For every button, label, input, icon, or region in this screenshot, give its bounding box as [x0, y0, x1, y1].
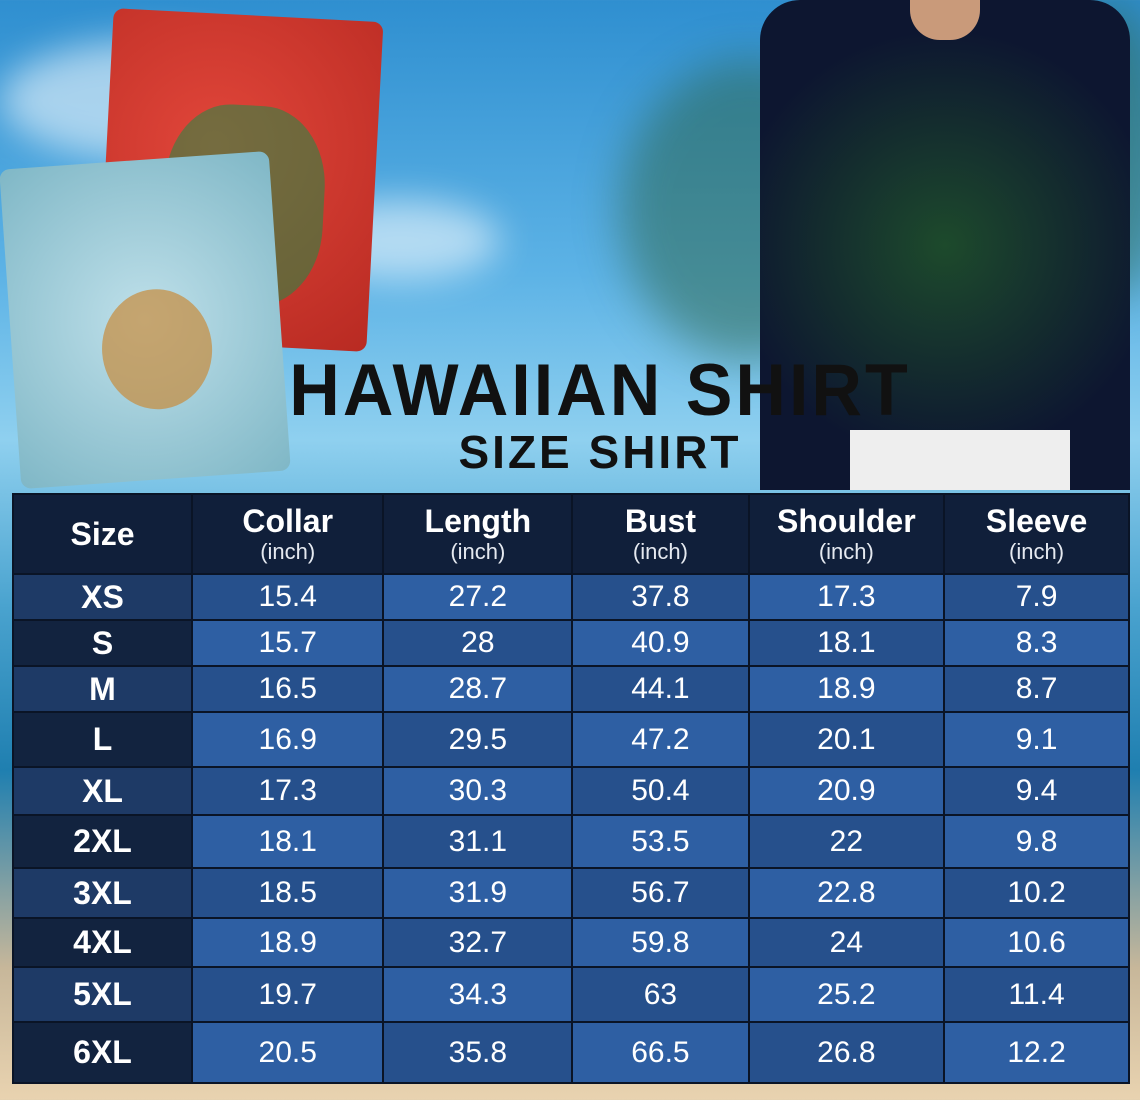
table-row: XL 17.3 30.3 50.4 20.9 9.4 — [11, 766, 1130, 816]
measurement-cell: 11.4 — [943, 966, 1130, 1023]
table-row: XS 15.4 27.2 37.8 17.3 7.9 — [11, 573, 1130, 621]
column-header-shoulder: Shoulder (inch) — [747, 493, 946, 575]
measurement-cell: 20.1 — [747, 711, 946, 768]
measurement-cell: 20.9 — [747, 766, 946, 816]
table-row: 6XL 20.5 35.8 66.5 26.8 12.2 — [11, 1021, 1130, 1084]
measurement-cell: 22 — [747, 814, 946, 869]
column-header-unit: (inch) — [632, 539, 688, 564]
column-header-label: Size — [70, 516, 135, 552]
measurement-cell: 56.7 — [571, 867, 750, 919]
table-row: 5XL 19.7 34.3 63 25.2 11.4 — [11, 966, 1130, 1023]
measurement-cell: 17.3 — [747, 573, 946, 621]
page-title: HAWAIIAN SHIRT — [289, 349, 911, 431]
measurement-cell: 26.8 — [747, 1021, 946, 1084]
size-cell: 6XL — [11, 1021, 194, 1084]
measurement-cell: 22.8 — [747, 867, 946, 919]
measurement-cell: 28 — [382, 619, 574, 667]
table-row: 2XL 18.1 31.1 53.5 22 9.8 — [11, 814, 1130, 869]
measurement-cell: 19.7 — [191, 966, 385, 1023]
measurement-cell: 24 — [747, 917, 946, 968]
measurement-cell: 59.8 — [571, 917, 750, 968]
measurement-cell: 40.9 — [571, 619, 750, 667]
measurement-cell: 18.1 — [747, 619, 946, 667]
measurement-cell: 37.8 — [571, 573, 750, 621]
column-header-label: Length — [424, 503, 532, 539]
column-header-unit: (inch) — [260, 539, 316, 564]
measurement-cell: 10.2 — [943, 867, 1130, 919]
measurement-cell: 10.6 — [943, 917, 1130, 968]
column-header-label: Bust — [624, 503, 696, 539]
measurement-cell: 63 — [571, 966, 750, 1023]
measurement-cell: 12.2 — [943, 1021, 1130, 1084]
measurement-cell: 53.5 — [571, 814, 750, 869]
measurement-cell: 50.4 — [571, 766, 750, 816]
table-row: L 16.9 29.5 47.2 20.1 9.1 — [11, 711, 1130, 768]
table-row: S 15.7 28 40.9 18.1 8.3 — [11, 619, 1130, 667]
column-header-unit: (inch) — [1009, 539, 1065, 564]
measurement-cell: 30.3 — [382, 766, 574, 816]
column-header-size: Size — [11, 493, 194, 575]
table-row: M 16.5 28.7 44.1 18.9 8.7 — [11, 665, 1130, 713]
column-header-label: Sleeve — [985, 503, 1088, 539]
column-header-label: Shoulder — [777, 503, 916, 539]
column-header-unit: (inch) — [450, 539, 506, 564]
measurement-cell: 9.8 — [943, 814, 1130, 869]
table-row: 4XL 18.9 32.7 59.8 24 10.6 — [11, 917, 1130, 968]
table-row: 3XL 18.5 31.9 56.7 22.8 10.2 — [11, 867, 1130, 919]
measurement-cell: 35.8 — [382, 1021, 574, 1084]
measurement-cell: 9.1 — [943, 711, 1130, 768]
measurement-cell: 27.2 — [382, 573, 574, 621]
measurement-cell: 18.5 — [191, 867, 385, 919]
measurement-cell: 31.9 — [382, 867, 574, 919]
column-header-unit: (inch) — [818, 539, 874, 564]
measurement-cell: 15.7 — [191, 619, 385, 667]
column-header-length: Length (inch) — [382, 493, 574, 575]
size-cell: 5XL — [11, 966, 194, 1023]
size-cell: XL — [11, 766, 194, 816]
measurement-cell: 16.5 — [191, 665, 385, 713]
measurement-cell: 34.3 — [382, 966, 574, 1023]
column-header-collar: Collar (inch) — [191, 493, 385, 575]
measurement-cell: 28.7 — [382, 665, 574, 713]
column-header-bust: Bust (inch) — [571, 493, 750, 575]
table-header-row: Size Collar (inch) Length (inch) Bust (inch) Sh… — [11, 493, 1130, 575]
measurement-cell: 29.5 — [382, 711, 574, 768]
measurement-cell: 8.3 — [943, 619, 1130, 667]
measurement-cell: 16.9 — [191, 711, 385, 768]
size-cell: S — [11, 619, 194, 667]
measurement-cell: 18.1 — [191, 814, 385, 869]
column-header-label: Collar — [242, 503, 334, 539]
measurement-cell: 25.2 — [747, 966, 946, 1023]
size-cell: L — [11, 711, 194, 768]
size-cell: M — [11, 665, 194, 713]
measurement-cell: 7.9 — [943, 573, 1130, 621]
measurement-cell: 32.7 — [382, 917, 574, 968]
measurement-cell: 44.1 — [571, 665, 750, 713]
measurement-cell: 8.7 — [943, 665, 1130, 713]
measurement-cell: 31.1 — [382, 814, 574, 869]
measurement-cell: 9.4 — [943, 766, 1130, 816]
model-wearing-shirt-image — [760, 0, 1130, 490]
measurement-cell: 15.4 — [191, 573, 385, 621]
measurement-cell: 17.3 — [191, 766, 385, 816]
size-chart-table: Size Collar (inch) Length (inch) Bust (inch) Sh… — [11, 493, 1130, 1084]
page-subtitle: SIZE SHIRT — [458, 426, 742, 478]
measurement-cell: 47.2 — [571, 711, 750, 768]
measurement-cell: 66.5 — [571, 1021, 750, 1084]
measurement-cell: 20.5 — [191, 1021, 385, 1084]
size-cell: 2XL — [11, 814, 194, 869]
measurement-cell: 18.9 — [747, 665, 946, 713]
size-cell: 3XL — [11, 867, 194, 919]
size-cell: XS — [11, 573, 194, 621]
measurement-cell: 18.9 — [191, 917, 385, 968]
column-header-sleeve: Sleeve (inch) — [943, 493, 1130, 575]
size-cell: 4XL — [11, 917, 194, 968]
